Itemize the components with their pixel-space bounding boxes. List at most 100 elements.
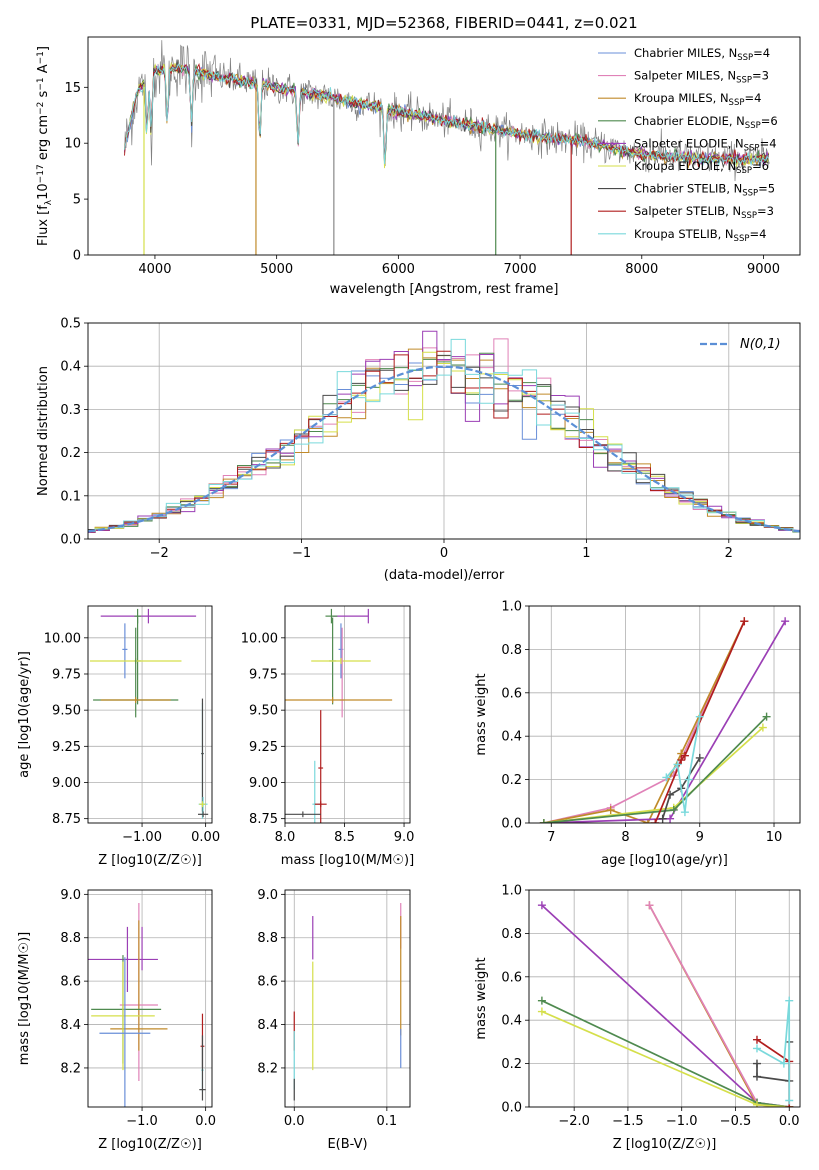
weight-series-line [648,904,790,1107]
plus-marker [752,1072,761,1081]
x-tick-label: 8000 [625,262,658,277]
axes-age_vs_weight: 7 8 9 10 0.0 0.2 0.4 0.6 0.8 1.0 [501,600,800,845]
legend-label: Salpeter ELODIE, NSSP=4 [634,136,777,153]
x-tick-label: −1.00 [122,830,162,845]
y-tick-label: 8.6 [257,975,278,990]
x-tick-label: −1.0 [126,1114,158,1129]
y-label-part: −1 [36,77,46,90]
y-tick-label: 8.75 [52,812,81,827]
y-tick-label: 1.0 [501,600,522,615]
legend-label-sub: SSP [736,76,752,86]
plus-marker [785,996,794,1005]
x-tick-label: 9.0 [394,830,415,845]
plus-marker [539,819,548,823]
x-tick-label: 0.1 [377,1114,398,1129]
plus-marker [658,814,667,823]
legend-label-main: Chabrier STELIB, N [634,182,742,196]
weight-series-line [543,620,746,823]
spectrum-frame [87,36,801,256]
legend-label-main: Chabrier MILES, N [634,46,737,60]
series-age_vs_weight [539,617,790,823]
plus-marker [781,617,790,626]
x-tick-label: −1.0 [666,1114,698,1129]
x-tick-label: 0.00 [191,830,220,845]
legend-label-tail: =3 [757,204,774,218]
y-label-part: Flux [f [36,205,51,246]
y-tick-label: 9.50 [249,704,278,719]
y-tick-label: 10 [64,137,81,152]
y-label-part: erg cm [36,115,51,164]
y-tick-label: 0.8 [501,643,522,658]
plus-marker [537,901,546,910]
x-label-EBV_vs_mass: E(B-V) [327,1137,367,1152]
y-label-Z_vs_mass: mass [log10(M/M☉)] [17,932,32,1065]
weight-series-line [541,999,790,1107]
y-tick-label: 0.6 [501,970,522,985]
x-tick-label: 9 [696,830,704,845]
y-tick-label: 0.0 [501,817,522,832]
x-tick-label: 0 [440,546,448,561]
residual-histogram [88,350,800,533]
plus-marker [762,712,771,721]
frame-Z_vs_mass [87,889,213,1108]
legend-label-tail: =6 [752,159,769,173]
residual-y-label: Normed distribution [36,366,51,496]
plus-marker [669,805,678,814]
legend-label: Kroupa STELIB, NSSP=4 [634,227,766,244]
x-tick-label: −0.5 [720,1114,752,1129]
legend-label-main: Salpeter MILES, N [634,69,736,83]
y-tick-label: 9.75 [249,667,278,682]
plus-marker [752,1059,761,1068]
y-tick-label: 8.4 [60,1018,81,1033]
frame-EBV_vs_mass [284,889,411,1108]
legend-label-sub: SSP [729,98,745,108]
legend-label-main: Kroupa MILES, N [634,91,729,105]
plus-marker [643,819,652,823]
y-tick-label: 0.8 [501,927,522,942]
y-label-part: −1 [36,51,46,64]
reference-legend-label: N(0,1) [740,337,781,352]
legend-label-tail: =5 [758,182,775,196]
x-label-Z_vs_mass: Z [log10(Z/Z☉)] [98,1137,202,1152]
axes-Z_vs_mass: −1.0 0.0 8.2 8.4 8.6 8.8 9.0 [60,888,216,1129]
y-tick-label: 0.4 [501,1014,522,1029]
y-tick-label: 8.2 [257,1061,278,1076]
x-tick-label: 2 [725,546,733,561]
legend-label-main: Chabrier ELODIE, N [634,114,745,128]
spectrum-y-label: Flux [fλ10−17 erg cm−2 s−1 A−1] [36,46,54,246]
y-label-part: −17 [36,164,46,183]
legend-label-sub: SSP [741,211,757,221]
legend-label-sub: SSP [734,234,750,244]
x-tick-label: −2.0 [558,1114,590,1129]
frame-mass_vs_age [284,605,411,824]
legend-label: Kroupa MILES, NSSP=4 [634,91,761,108]
y-tick-label: 0.0 [501,1101,522,1116]
y-tick-label: 8.4 [257,1018,278,1033]
y-tick-label: 0.2 [60,446,81,461]
plus-marker [673,760,682,769]
y-tick-label: 9.0 [60,888,81,903]
residual-frame [87,322,801,540]
figure-title: PLATE=0331, MJD=52368, FIBERID=0441, z=0… [250,14,637,32]
legend-label-main: Kroupa ELODIE, N [634,159,736,173]
x-tick-label: 1 [582,546,590,561]
legend-label: Salpeter STELIB, NSSP=3 [634,204,774,221]
plus-marker [651,819,660,823]
y-tick-label: 0.3 [60,403,81,418]
series-Z_vs_weight [537,901,794,1107]
x-tick-label: 7 [547,830,555,845]
y-tick-label: 0.2 [501,1057,522,1072]
y-tick-label: 9.50 [52,704,81,719]
x-tick-label: 8.0 [275,830,296,845]
legend-label: Salpeter MILES, NSSP=3 [634,69,769,86]
x-tick-label: 8 [621,830,629,845]
y-tick-label: 8.8 [257,931,278,946]
plus-marker [752,1035,761,1044]
y-tick-label: 9.00 [52,776,81,791]
histogram-lines [88,330,800,533]
y-label-part: 10 [36,183,51,200]
plus-marker [662,773,671,782]
weight-series-line [648,904,790,1107]
errorbars-Z_vs_mass [88,903,206,1107]
